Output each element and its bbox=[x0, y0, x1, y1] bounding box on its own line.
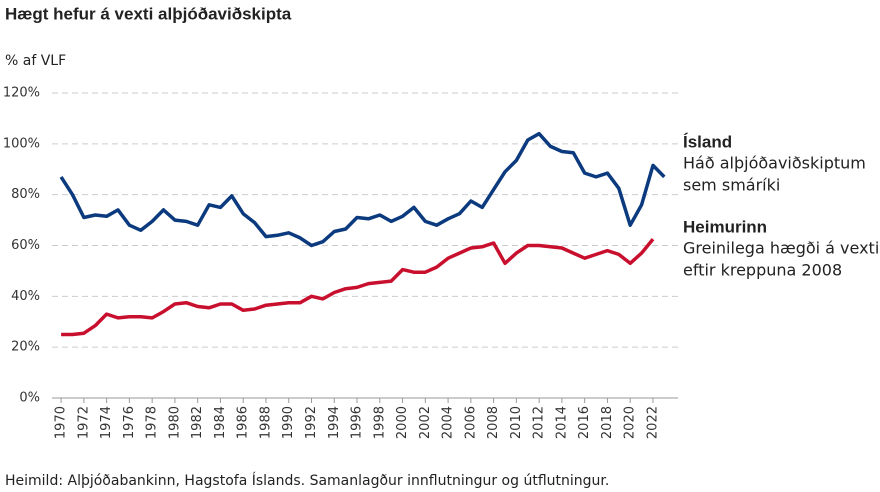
x-tick-label: 1996 bbox=[350, 406, 365, 439]
y-tick-label: 100% bbox=[3, 136, 40, 151]
legend-label: Ísland bbox=[683, 132, 732, 151]
x-tick-label: 1986 bbox=[236, 406, 251, 439]
legend-label: Heimurinn bbox=[683, 217, 767, 236]
x-tick-label: 2020 bbox=[623, 406, 638, 439]
x-tick-label: 2022 bbox=[645, 406, 660, 439]
x-tick-label: 1970 bbox=[54, 406, 69, 439]
x-tick-label: 2010 bbox=[509, 406, 524, 439]
x-tick-label: 1978 bbox=[145, 406, 160, 439]
x-tick-label: 2014 bbox=[554, 406, 569, 439]
y-tick-label: 40% bbox=[11, 289, 40, 304]
x-tick-label: 1974 bbox=[99, 406, 114, 439]
x-tick-label: 1984 bbox=[213, 406, 228, 439]
x-tick-label: 2018 bbox=[600, 406, 615, 439]
x-tick-label: 1976 bbox=[122, 406, 137, 439]
y-axis-label: % af VLF bbox=[5, 53, 66, 69]
x-tick-label: 1972 bbox=[76, 406, 91, 439]
line bbox=[59, 131, 666, 248]
x-tick-label: 1990 bbox=[281, 406, 296, 439]
legend-note: eftir kreppuna 2008 bbox=[683, 261, 842, 280]
x-tick-label: 1994 bbox=[327, 406, 342, 439]
y-tick-label: 120% bbox=[3, 86, 40, 101]
x-tick-label: 1982 bbox=[190, 406, 205, 439]
x-tick-label: 2008 bbox=[486, 406, 501, 439]
y-tick-label: 80% bbox=[11, 187, 40, 202]
y-tick-label: 60% bbox=[11, 238, 40, 253]
x-tick-label: 1998 bbox=[372, 406, 387, 439]
x-tick-label: 2000 bbox=[395, 406, 410, 439]
x-tick-label: 1992 bbox=[304, 406, 319, 439]
line bbox=[61, 237, 655, 337]
legend-note: Greinilega hægði á vexti bbox=[683, 239, 879, 258]
x-tick-label: 2016 bbox=[577, 406, 592, 439]
y-tick-label: 20% bbox=[11, 340, 40, 355]
x-tick-label: 2002 bbox=[418, 406, 433, 439]
legend-note: Háð alþjóðaviðskiptum bbox=[683, 154, 866, 173]
source: Heimild: Alþjóðabankinn, Hagstofa Ísland… bbox=[5, 472, 609, 489]
x-tick-label: 1980 bbox=[167, 406, 182, 439]
x-tick-label: 1988 bbox=[258, 406, 273, 439]
x-tick-label: 2012 bbox=[532, 406, 547, 439]
x-tick-label: 2004 bbox=[441, 406, 456, 439]
legend-note: sem smáríki bbox=[683, 176, 780, 195]
y-tick-label: 0% bbox=[19, 391, 40, 406]
chart-title: Hægt hefur á vexti alþjóðaviðskipta bbox=[5, 4, 292, 23]
x-tick-label: 2006 bbox=[463, 406, 478, 439]
